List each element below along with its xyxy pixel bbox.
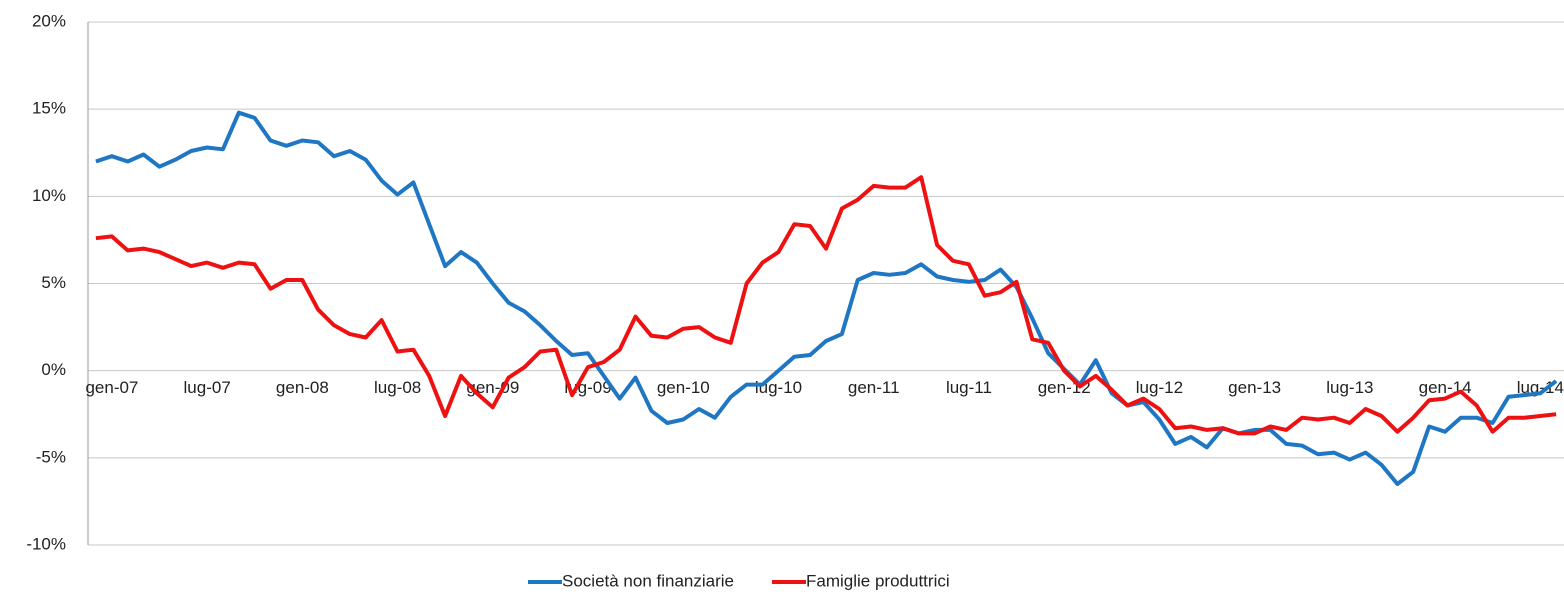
y-tick-label: 0% — [41, 360, 66, 379]
x-tick-label: lug-10 — [755, 378, 802, 397]
x-tick-label: gen-07 — [85, 378, 138, 397]
series-line — [95, 110, 1558, 486]
legend-label: Famiglie produttrici — [806, 571, 950, 590]
y-tick-label: -5% — [36, 447, 66, 466]
x-tick-label: gen-13 — [1228, 378, 1281, 397]
x-tick-label: gen-08 — [276, 378, 329, 397]
y-tick-label: -10% — [26, 534, 66, 553]
x-tick-label: gen-11 — [848, 378, 900, 397]
y-tick-label: 20% — [32, 11, 66, 30]
x-tick-label: lug-07 — [184, 378, 231, 397]
x-tick-label: lug-11 — [946, 378, 992, 397]
x-tick-label: lug-09 — [564, 378, 611, 397]
x-tick-label: lug-12 — [1136, 378, 1183, 397]
x-tick-label: lug-13 — [1326, 378, 1373, 397]
y-tick-label: 10% — [32, 186, 66, 205]
legend-label: Società non finanziarie — [562, 571, 734, 590]
x-tick-label: gen-10 — [657, 378, 710, 397]
x-tick-label: lug-08 — [374, 378, 421, 397]
series-line — [95, 175, 1557, 436]
y-tick-label: 5% — [41, 273, 66, 292]
y-tick-label: 15% — [32, 99, 66, 118]
